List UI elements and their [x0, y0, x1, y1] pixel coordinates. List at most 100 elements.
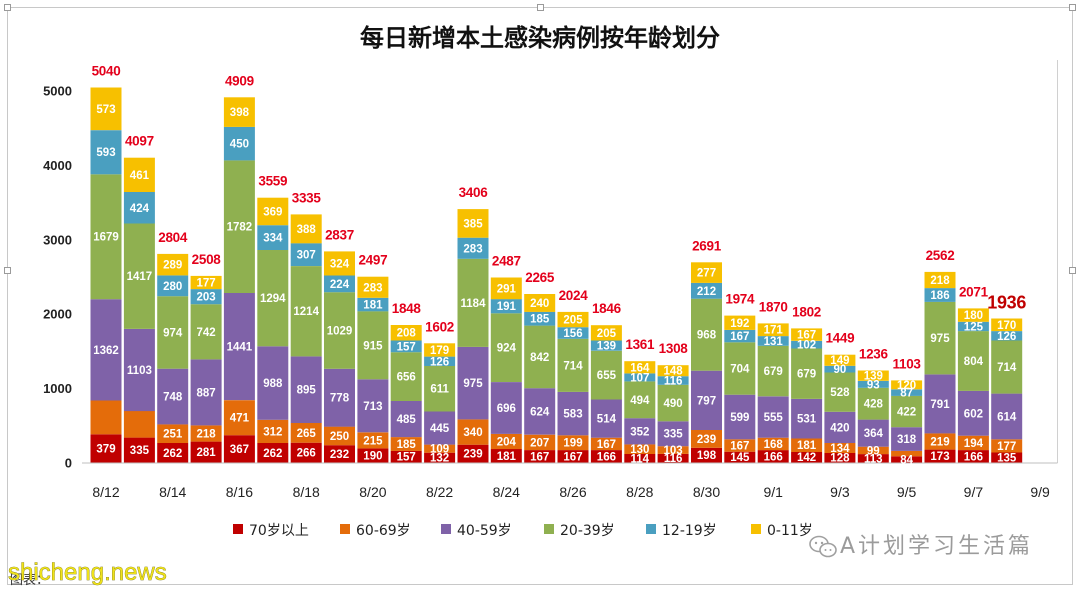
total-labels: 5040 4097 2804 2508 4909 3559 3335 2837 2497 1848…	[92, 64, 1027, 372]
selection-handles	[4, 4, 1076, 274]
bar-segment-age-0-11	[824, 354, 856, 366]
bar-segment-age-20-39	[190, 304, 222, 360]
bar-segment-age-60-69	[123, 411, 155, 438]
bar-value-label-age-60-69: 109	[430, 444, 449, 456]
bar-value-label-age-40-59: 420	[830, 422, 849, 434]
bar-value-label-age-0-11: 170	[997, 320, 1016, 332]
bar-segment-age-70-plus	[223, 435, 255, 463]
bar-value-label-age-12-19: 125	[964, 322, 984, 334]
bar-stack	[891, 380, 923, 463]
bar-value-label-age-20-39: 611	[430, 384, 449, 396]
bar-segment-age-12-19	[924, 288, 956, 302]
bar-value-label-age-70-plus: 145	[730, 452, 750, 464]
bar-value-label-age-40-59: 1362	[93, 345, 119, 357]
bar-value-label-age-70-plus: 116	[664, 453, 683, 465]
y-tick-label: 3000	[43, 232, 72, 247]
bar-segment-age-20-39	[424, 366, 456, 412]
bar-value-label-age-12-19: 593	[96, 147, 115, 159]
bar-value-label-age-0-11: 573	[96, 104, 115, 116]
bar-value-label-age-40-59: 599	[730, 412, 749, 424]
bar-segment-age-20-39	[290, 266, 322, 357]
legend-label: 60-69岁	[356, 523, 411, 539]
bar-segment-age-12-19	[557, 327, 589, 339]
bar-segment-age-40-59	[657, 421, 689, 447]
bar-segment-age-20-39	[557, 338, 589, 392]
bar-value-label-age-40-59: 485	[397, 414, 417, 426]
bar-value-label-age-40-59: 988	[263, 378, 283, 390]
bar-segment-age-40-59	[791, 399, 823, 439]
bar-value-label-age-70-plus: 262	[163, 448, 182, 460]
bar-value-label-age-60-69: 181	[797, 440, 817, 452]
bar-value-label-age-40-59: 1441	[227, 342, 253, 354]
bar-value-label-age-12-19: 203	[197, 292, 216, 304]
bar-segment-age-70-plus	[257, 443, 289, 463]
bar-stack	[791, 328, 823, 463]
bar-value-label-age-20-39: 804	[964, 356, 984, 368]
bar-segment-age-60-69	[757, 437, 789, 451]
bar-segment-age-70-plus	[524, 450, 556, 463]
bar-value-label-age-12-19: 186	[930, 290, 949, 302]
selection-handle	[4, 4, 11, 11]
bar-segment-age-60-69	[490, 433, 522, 450]
bar-segment-age-0-11	[691, 262, 722, 283]
bar-value-label-age-60-69: 204	[497, 436, 517, 448]
bar-segment-age-20-39	[824, 372, 856, 412]
bar-stack	[624, 361, 656, 463]
bar-value-label-age-12-19: 156	[563, 328, 582, 340]
bar-segment-age-0-11	[490, 277, 522, 300]
bar-segment-age-60-69	[424, 444, 456, 453]
bar-value-label-age-20-39: 974	[163, 327, 183, 339]
bar-segment-age-60-69	[223, 400, 255, 436]
site-watermark: shicheng.news	[8, 559, 167, 586]
bar-stack	[557, 311, 589, 463]
bar-stack	[991, 318, 1023, 463]
bar-segment-age-60-69	[824, 443, 856, 453]
bar-stack	[157, 253, 189, 463]
bar-segment-age-20-39	[457, 258, 489, 347]
bar-value-label-age-0-11: 149	[830, 355, 849, 367]
bar-segment-age-20-39	[357, 311, 389, 380]
bar-segment-age-70-plus	[557, 450, 589, 463]
bar-segment-age-70-plus	[324, 445, 355, 463]
bar-segment-age-12-19	[90, 130, 122, 175]
bar-segment-age-40-59	[590, 399, 622, 438]
bar-value-label-age-70-plus: 132	[430, 453, 449, 465]
bar-segment-age-0-11	[90, 87, 122, 131]
bar-segment-age-0-11	[624, 361, 656, 374]
bar-value-label-age-12-19: 307	[297, 250, 316, 262]
bar-value-label-age-0-11: 167	[797, 330, 816, 342]
bar-value-label-age-0-11: 277	[697, 268, 716, 280]
legend-swatch	[646, 524, 656, 534]
bar-segment-age-12-19	[757, 336, 789, 346]
legend-swatch	[544, 524, 554, 534]
bar-value-label-age-0-11: 164	[630, 362, 650, 374]
bar-segment-age-20-39	[757, 345, 789, 397]
bar-segment-age-60-69	[190, 425, 222, 442]
bar-segment-age-40-59	[724, 394, 756, 440]
bar-segment-age-20-39	[657, 384, 689, 422]
bar-value-label-age-0-11: 289	[163, 260, 182, 272]
bar-segment-age-70-plus	[490, 449, 522, 463]
bar-value-label-age-70-plus: 167	[563, 451, 582, 463]
bar-value-label-age-20-39: 679	[764, 366, 783, 378]
legend-item-age-12-19: 12-19岁	[646, 523, 717, 539]
bar-value-label-age-70-plus: 181	[497, 451, 517, 463]
bar-value-label-age-0-11: 208	[397, 328, 417, 340]
bar-segment-age-70-plus	[457, 444, 489, 463]
bar-value-label-age-40-59: 531	[797, 414, 817, 426]
bar-value-label-age-70-plus: 367	[230, 444, 249, 456]
bar-segment-age-60-69	[257, 419, 289, 443]
bar-value-label-age-60-69: 207	[530, 437, 549, 449]
bar-segment-age-0-11	[324, 251, 355, 276]
bar-value-labels: 379 1362 1679 593 573 335 1103 1417 424 461 262 251…	[93, 104, 1017, 467]
bar-segment-age-40-59	[957, 390, 989, 436]
bar-value-label-age-40-59: 713	[363, 401, 382, 413]
bar-value-label-age-40-59: 318	[897, 434, 917, 446]
bar-total-label: 4097	[125, 134, 154, 149]
bar-stack	[123, 157, 155, 463]
bar-value-label-age-0-11: 148	[664, 366, 684, 378]
bar-segment-age-70-plus	[624, 454, 656, 463]
bar-value-label-age-70-plus: 166	[964, 451, 983, 463]
bar-value-label-age-20-39: 975	[930, 333, 950, 345]
bar-value-label-age-0-11: 120	[897, 380, 916, 392]
